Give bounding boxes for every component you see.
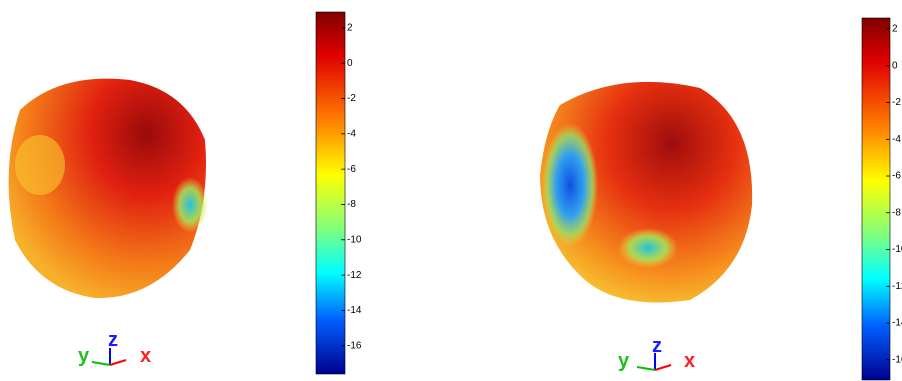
tick-label: -4 — [892, 134, 901, 145]
axis-triad: y z x — [78, 329, 151, 367]
tick-label: -8 — [892, 207, 901, 218]
tick-label: -12 — [347, 270, 362, 281]
tick-label: -16 — [347, 340, 362, 351]
tick-label: -6 — [347, 164, 356, 175]
surface-2 — [540, 81, 753, 303]
tick-label: -8 — [347, 199, 356, 210]
tick-label: -12 — [892, 281, 902, 292]
axis-label: y — [78, 345, 90, 367]
tick-label: -10 — [892, 244, 902, 255]
axis-label: x — [684, 350, 695, 372]
tick-label: -6 — [892, 171, 901, 182]
axis-triad: y z x — [618, 335, 695, 372]
tick-label: 2 — [347, 23, 353, 34]
tick-label: -16 — [892, 354, 902, 365]
axis-label: z — [108, 329, 118, 351]
tick-label: -2 — [892, 97, 901, 108]
surface-1 — [8, 78, 208, 299]
tick-label: -14 — [347, 305, 362, 316]
tick-label: -2 — [347, 93, 356, 104]
tick-label: -14 — [892, 318, 902, 329]
tick-label: 0 — [892, 60, 898, 71]
axis-label: x — [140, 345, 151, 367]
tick-label: 0 — [347, 58, 353, 69]
tick-label: -10 — [347, 234, 362, 245]
colorbar — [315, 11, 346, 375]
colorbar — [861, 17, 891, 381]
tick-label: 2 — [892, 24, 898, 35]
tick-label: -4 — [347, 128, 356, 139]
axis-label: y — [618, 350, 630, 372]
axis-label: z — [652, 335, 662, 357]
